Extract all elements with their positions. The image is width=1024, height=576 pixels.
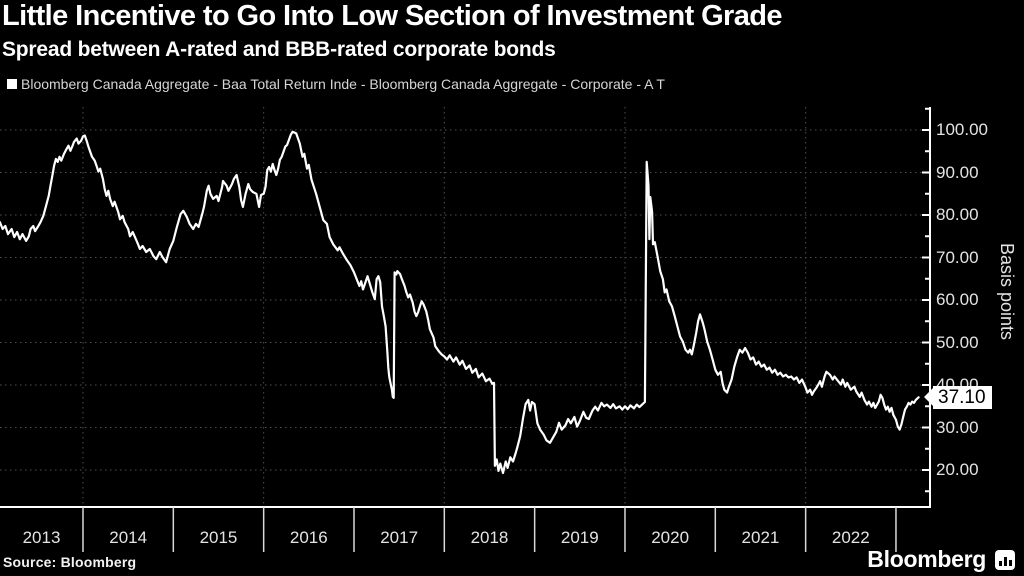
x-year-label: 2017	[380, 528, 419, 547]
y-tick-label: 20.00	[936, 460, 979, 479]
y-tick-label: 100.00	[936, 120, 988, 139]
chart-subtitle: Spread between A-rated and BBB-rated cor…	[2, 38, 556, 61]
x-year-label: 2016	[289, 528, 328, 547]
legend-label: Bloomberg Canada Aggregate - Baa Total R…	[21, 76, 665, 92]
x-year-label: 2020	[651, 528, 690, 547]
x-year-label: 2019	[560, 528, 599, 547]
y-tick-label: 80.00	[936, 205, 979, 224]
y-tick-label: 60.00	[936, 290, 979, 309]
x-year-label: 2018	[470, 528, 509, 547]
y-tick-label: 30.00	[936, 417, 979, 437]
page-title: Little Incentive to Go Into Low Section …	[2, 0, 783, 32]
bloomberg-wordmark: Bloomberg	[867, 546, 986, 572]
y-axis-title: Basis points	[997, 243, 1017, 341]
y-tick-label: 70.00	[936, 247, 979, 267]
x-year-label: 2014	[109, 528, 148, 547]
y-tick-label: 50.00	[936, 332, 979, 352]
bar-chart-icon	[995, 550, 1015, 570]
last-value-arrow-icon	[924, 388, 933, 407]
chart-legend: Bloomberg Canada Aggregate - Baa Total R…	[7, 76, 665, 92]
x-year-label: 2022	[831, 528, 870, 547]
x-year-label: 2021	[741, 528, 780, 547]
last-value-badge: 37.10	[933, 385, 992, 409]
legend-swatch-icon	[7, 79, 17, 89]
y-tick-label: 90.00	[936, 162, 979, 182]
x-year-label: 2015	[199, 528, 238, 547]
spread-line	[0, 130, 920, 475]
x-year-label: 2013	[22, 528, 61, 547]
source-credit: Source: Bloomberg	[3, 554, 137, 570]
